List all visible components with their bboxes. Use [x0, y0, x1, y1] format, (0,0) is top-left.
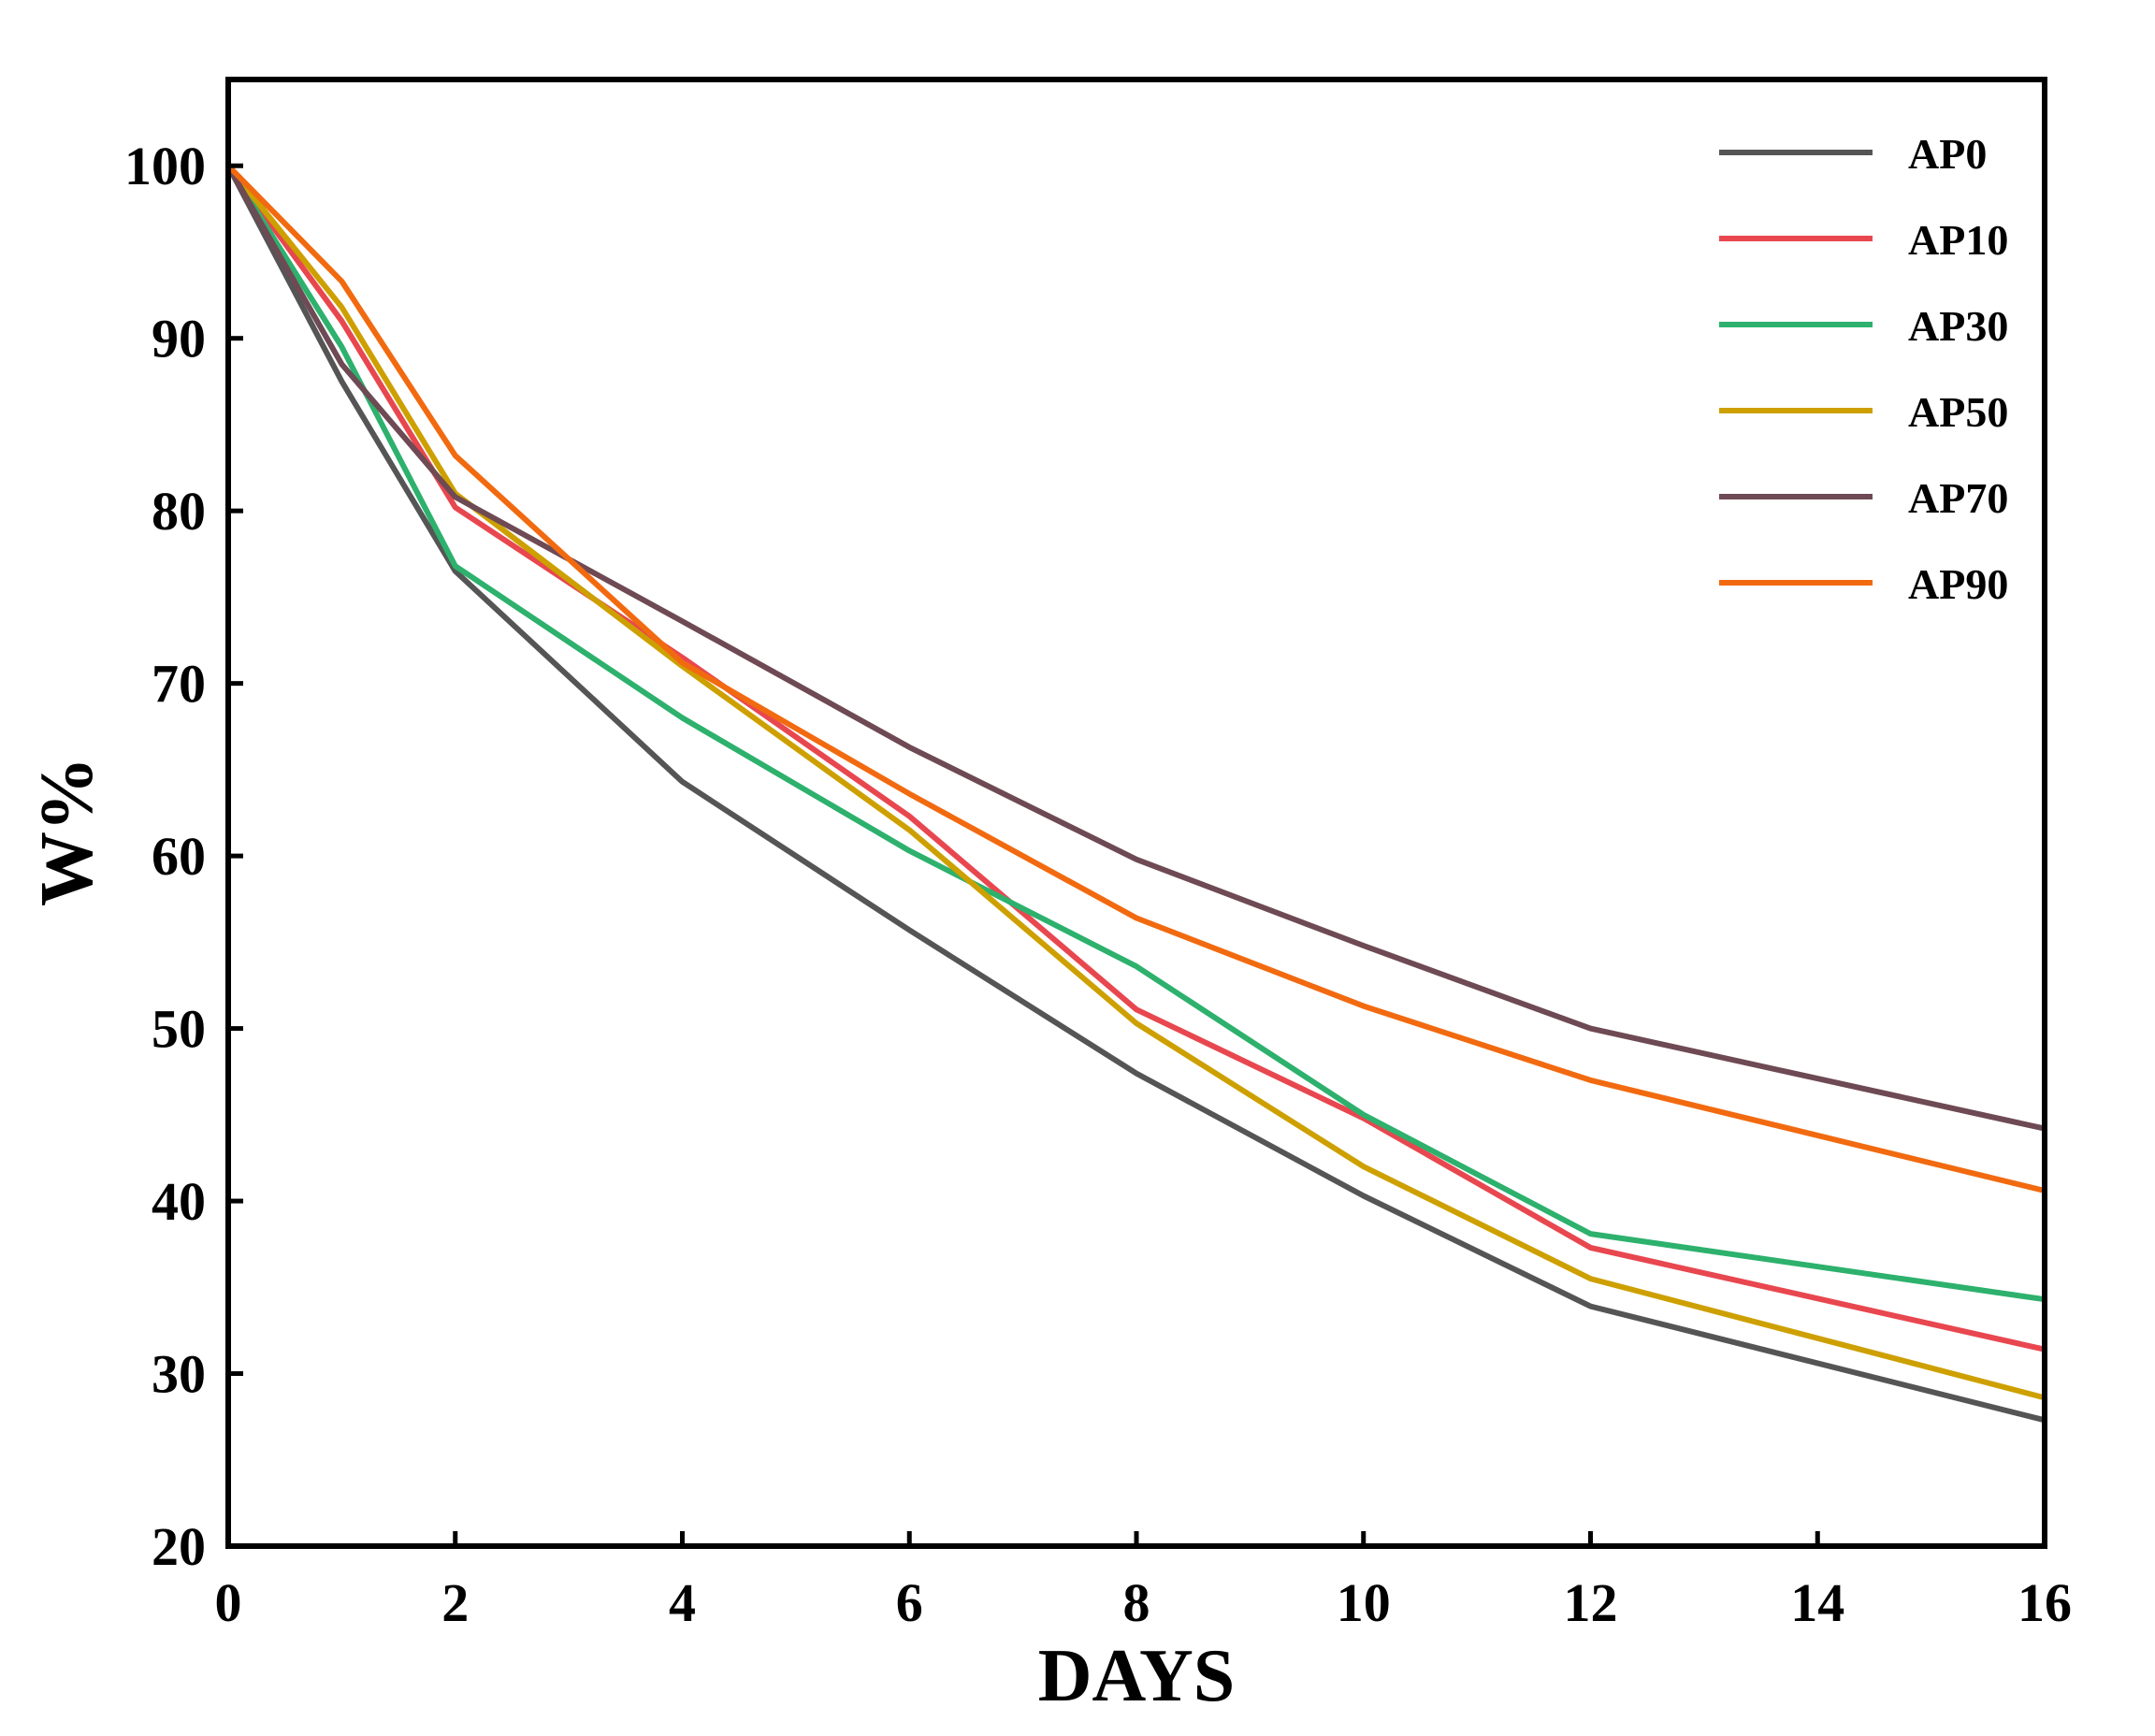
y-axis-title: W%: [26, 757, 108, 906]
y-tick-label: 90: [152, 309, 206, 369]
y-tick-label: 50: [152, 999, 206, 1060]
x-tick-label: 16: [2018, 1572, 2072, 1633]
x-tick-label: 6: [896, 1572, 923, 1633]
legend-label-ap30: AP30: [1908, 302, 2008, 350]
y-tick-label: 20: [152, 1516, 206, 1577]
x-tick-label: 8: [1123, 1572, 1150, 1633]
series-line-ap10: [225, 163, 2047, 1353]
series-line-ap30: [225, 163, 2047, 1303]
x-tick-label: 10: [1337, 1572, 1391, 1633]
x-tick-label: 0: [215, 1572, 242, 1633]
series-line-ap50: [225, 163, 2047, 1401]
legend: AP0 AP10 AP30 AP50 AP70 AP90: [1719, 130, 2008, 608]
x-tick-label: 14: [1790, 1572, 1844, 1633]
y-tick-label: 80: [152, 481, 206, 542]
series-layer: [225, 163, 2047, 1424]
series-line-ap70: [225, 163, 2047, 1132]
legend-label-ap90: AP90: [1908, 560, 2008, 608]
y-tick-label: 100: [124, 136, 206, 196]
y-tick-label: 30: [152, 1344, 206, 1405]
legend-label-ap0: AP0: [1908, 130, 1987, 178]
x-tick-label: 4: [669, 1572, 696, 1633]
x-tick-label: 2: [441, 1572, 469, 1633]
ticks-layer: 0 2 4 6 8 10 12 14 16 20 30 40 50 60 70 80 90 100: [124, 136, 2072, 1633]
y-tick-label: 40: [152, 1171, 206, 1232]
series-line-ap0: [225, 163, 2047, 1424]
legend-label-ap70: AP70: [1908, 474, 2008, 522]
legend-label-ap10: AP10: [1908, 216, 2008, 264]
y-tick-label: 70: [152, 654, 206, 715]
series-line-ap90: [225, 163, 2047, 1194]
y-tick-label: 60: [152, 826, 206, 887]
x-axis-title: DAYS: [1038, 1635, 1235, 1717]
x-tick-label: 12: [1564, 1572, 1618, 1633]
legend-label-ap50: AP50: [1908, 388, 2008, 436]
